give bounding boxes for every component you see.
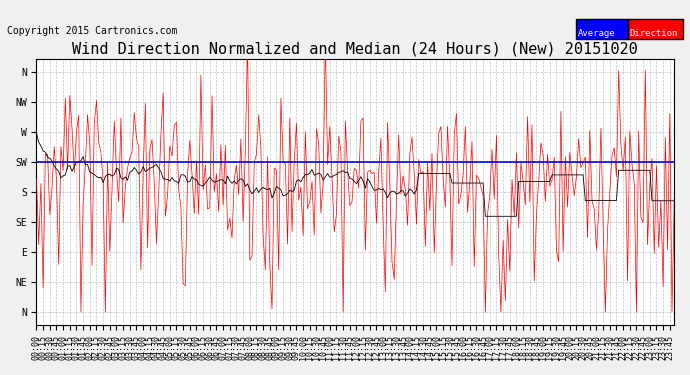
Text: Direction: Direction [629,28,678,38]
Text: Average: Average [578,28,615,38]
Title: Wind Direction Normalized and Median (24 Hours) (New) 20151020: Wind Direction Normalized and Median (24… [72,41,638,56]
Text: Copyright 2015 Cartronics.com: Copyright 2015 Cartronics.com [7,26,177,36]
